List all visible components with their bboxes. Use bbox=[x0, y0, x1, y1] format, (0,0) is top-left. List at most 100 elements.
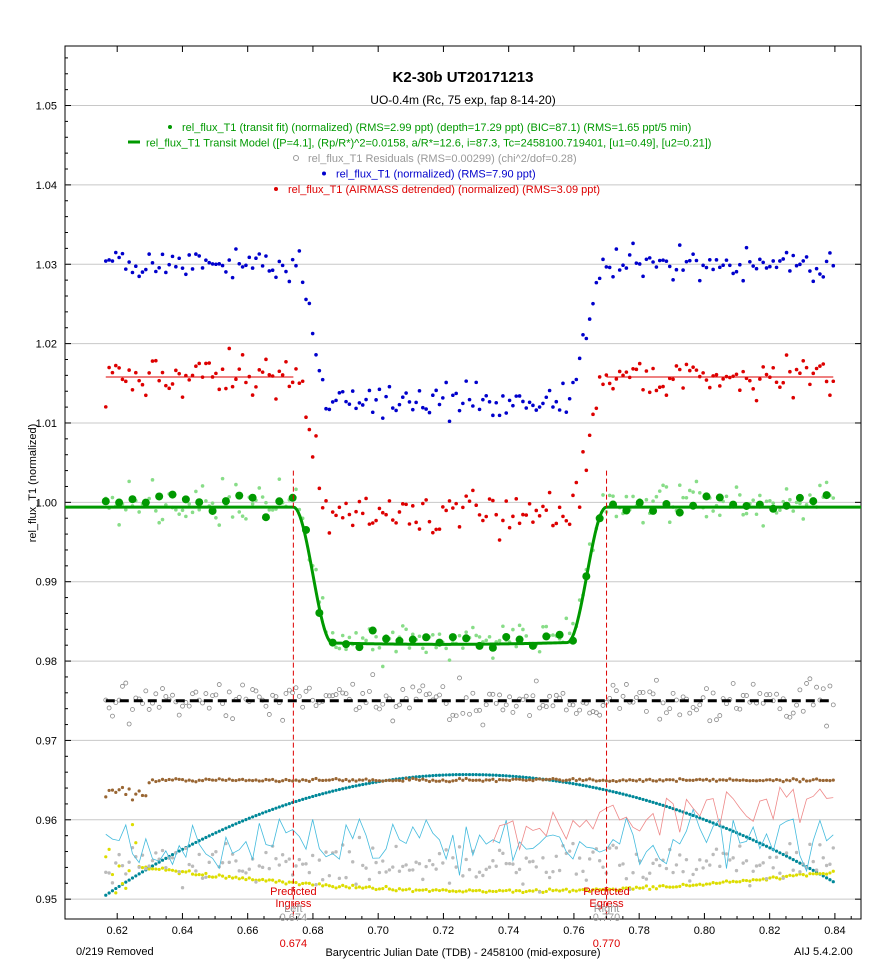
sky-point bbox=[568, 778, 572, 782]
residual-point bbox=[560, 690, 566, 696]
residual-point bbox=[240, 682, 246, 688]
comparison-point bbox=[641, 875, 645, 880]
residual-point bbox=[600, 703, 606, 708]
residual-point bbox=[537, 705, 543, 711]
residual-point bbox=[200, 700, 205, 706]
normalized-point bbox=[437, 402, 442, 407]
comparison-point bbox=[714, 847, 719, 851]
airmass-point bbox=[444, 773, 448, 777]
fit-point bbox=[404, 627, 408, 632]
normalized-point bbox=[591, 301, 595, 306]
fit-point bbox=[744, 511, 749, 516]
fwhm-point bbox=[517, 889, 522, 893]
normalized-point bbox=[461, 401, 465, 406]
normalized-point bbox=[150, 261, 155, 265]
comparison-point bbox=[688, 879, 692, 883]
comparison-point bbox=[681, 869, 685, 874]
airmass-point bbox=[257, 812, 261, 816]
fwhm-point bbox=[227, 874, 231, 879]
normalized-point bbox=[384, 394, 388, 399]
residual-point bbox=[737, 706, 743, 712]
normalized-point bbox=[367, 388, 372, 393]
sky-point bbox=[471, 778, 475, 782]
fwhm-point bbox=[284, 882, 288, 886]
detrended-point bbox=[180, 395, 185, 399]
sky-point bbox=[588, 777, 592, 781]
airmass-point bbox=[507, 774, 512, 778]
comparison-point bbox=[257, 864, 261, 868]
fit-binned-point bbox=[462, 634, 471, 643]
normalized-point bbox=[654, 265, 659, 269]
airmass-point bbox=[584, 784, 588, 788]
residual-point bbox=[453, 713, 459, 719]
sky-point bbox=[234, 778, 238, 783]
normalized-point bbox=[487, 400, 492, 404]
residual-point bbox=[784, 713, 789, 719]
fwhm-point bbox=[307, 881, 311, 886]
predicted-marker-label: Predicted bbox=[270, 886, 316, 898]
detrended-point bbox=[587, 433, 592, 438]
fwhm-point bbox=[674, 885, 679, 889]
detrended-point bbox=[574, 480, 579, 485]
sky-point bbox=[514, 777, 518, 781]
comparison-point bbox=[531, 859, 535, 864]
fit-point bbox=[234, 482, 238, 487]
airmass-point bbox=[614, 790, 618, 795]
detrended-point bbox=[330, 510, 335, 514]
fwhm-point bbox=[354, 886, 358, 890]
sky-point bbox=[291, 779, 295, 783]
residual-point bbox=[814, 684, 819, 690]
comparison-point bbox=[354, 882, 358, 886]
comparison-point bbox=[738, 844, 742, 848]
airmass-point bbox=[264, 810, 268, 814]
fwhm-point bbox=[364, 885, 368, 889]
sky-point bbox=[704, 777, 709, 782]
fit-point bbox=[497, 638, 502, 643]
normalized-point bbox=[754, 266, 759, 271]
detrended-point bbox=[714, 372, 719, 377]
detrended-point bbox=[447, 499, 452, 503]
detrended-point bbox=[738, 388, 742, 393]
detrended-point bbox=[130, 388, 135, 392]
comparison-point bbox=[597, 859, 602, 863]
sky-point bbox=[324, 778, 328, 782]
detrended-point bbox=[464, 494, 468, 498]
normalized-point bbox=[494, 400, 499, 405]
sky-point bbox=[734, 778, 739, 782]
comparison-point bbox=[507, 861, 512, 866]
comparison-point bbox=[307, 870, 312, 875]
detrended-point bbox=[454, 501, 458, 506]
residual-point bbox=[253, 688, 259, 694]
normalized-point bbox=[337, 391, 342, 395]
detrended-point bbox=[294, 367, 298, 371]
normalized-point bbox=[164, 270, 168, 275]
fwhm-point bbox=[461, 890, 465, 894]
comparison-point bbox=[107, 871, 111, 875]
normalized-point bbox=[110, 259, 115, 263]
comparison-point bbox=[294, 864, 298, 868]
fwhm-point bbox=[267, 878, 271, 882]
sky-point bbox=[521, 778, 525, 782]
detrended-point bbox=[504, 499, 509, 503]
residual-point bbox=[186, 703, 192, 709]
fwhm-point bbox=[501, 889, 505, 893]
detrended-point bbox=[410, 504, 415, 508]
fit-binned-point bbox=[382, 634, 391, 643]
fwhm-point bbox=[217, 873, 221, 877]
sky-point bbox=[384, 778, 388, 783]
residual-point bbox=[473, 708, 479, 714]
airmass-point bbox=[568, 781, 572, 785]
airmass-point bbox=[431, 773, 435, 778]
residual-point bbox=[660, 700, 666, 706]
detrended-point bbox=[567, 522, 572, 527]
residual-point bbox=[493, 700, 499, 706]
comparison-point bbox=[551, 869, 555, 874]
comparison-point bbox=[581, 869, 585, 874]
fit-point bbox=[204, 499, 208, 503]
detrended-point bbox=[611, 386, 615, 391]
normalized-point bbox=[320, 377, 325, 382]
detrended-point bbox=[157, 378, 161, 383]
fit-point bbox=[541, 624, 545, 629]
residual-point bbox=[306, 685, 312, 691]
detrended-point bbox=[107, 365, 111, 370]
